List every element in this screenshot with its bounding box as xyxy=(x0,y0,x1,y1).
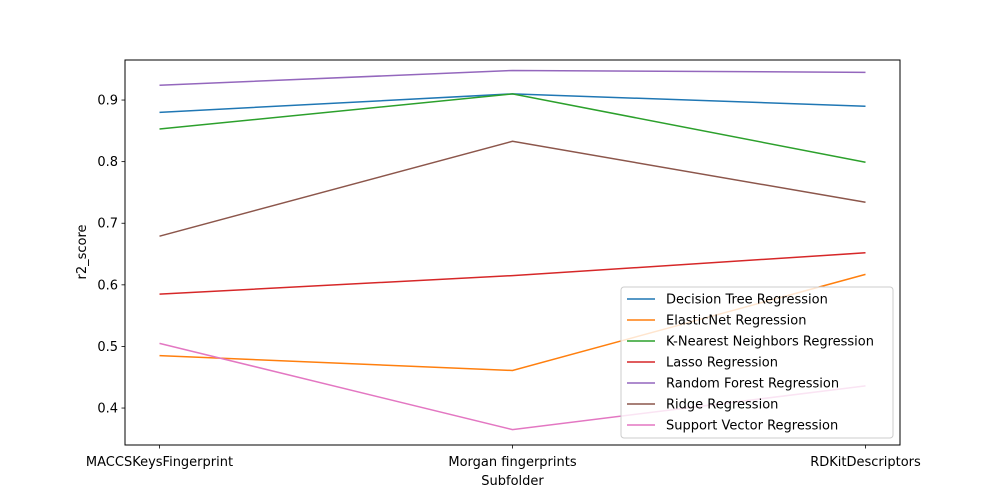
x-tick-label: RDKitDescriptors xyxy=(810,455,921,470)
legend-label-1: ElasticNet Regression xyxy=(666,314,806,329)
series-line-0 xyxy=(159,93,866,114)
x-axis-ticks: MACCSKeysFingerprint Morgan fingerprints R… xyxy=(86,445,921,470)
legend-label-3: Lasso Regression xyxy=(666,356,778,371)
x-tick-label: MACCSKeysFingerprint xyxy=(86,455,233,470)
x-tick-label: Morgan fingerprints xyxy=(448,455,576,470)
series-line-2 xyxy=(159,93,866,163)
series-lines xyxy=(159,69,866,431)
y-tick-label: 0.4 xyxy=(97,402,118,417)
legend-box xyxy=(620,286,894,439)
x-axis-label: Subfolder xyxy=(481,474,544,489)
y-axis-label: r2_score xyxy=(75,224,90,279)
series-line-4 xyxy=(159,69,866,87)
y-tick-label: 0.7 xyxy=(97,217,118,232)
y-tick-label: 0.6 xyxy=(97,278,118,293)
legend-label-6: Support Vector Regression xyxy=(666,419,838,434)
series-line-5 xyxy=(159,140,866,237)
legend-label-2: K-Nearest Neighbors Regression xyxy=(666,335,874,350)
legend-label-4: Random Forest Regression xyxy=(666,377,839,392)
legend: Decision Tree Regression ElasticNet Regre… xyxy=(620,286,894,439)
series-line-3 xyxy=(159,252,866,295)
legend-label-0: Decision Tree Regression xyxy=(666,293,828,308)
y-tick-label: 0.5 xyxy=(97,340,118,355)
legend-label-5: Ridge Regression xyxy=(666,398,778,413)
y-tick-label: 0.8 xyxy=(97,155,118,170)
y-tick-label: 0.9 xyxy=(97,94,118,109)
y-axis-ticks: 0.4 0.5 0.6 0.7 0.8 0.9 xyxy=(97,94,125,417)
